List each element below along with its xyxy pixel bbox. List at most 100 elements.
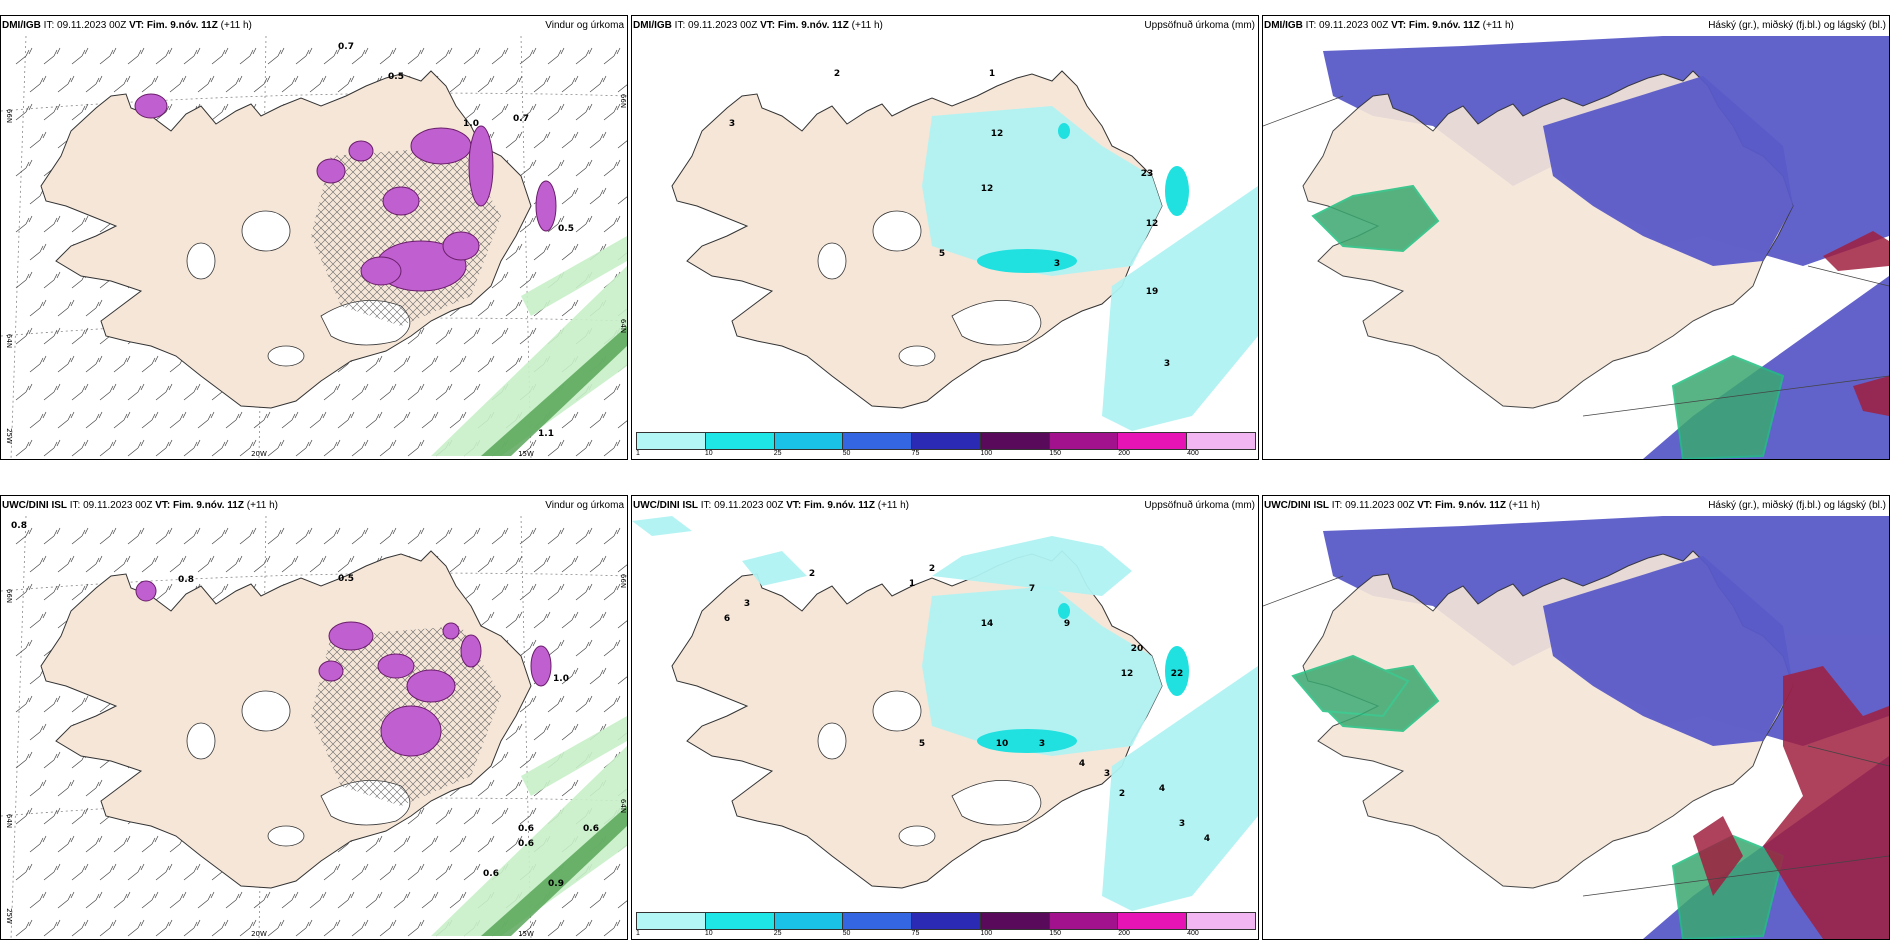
legend-tick: 1 [636,930,640,937]
valid-time: Fim. 9.nóv. 11Z [1408,20,1480,31]
value-label: 66N [619,94,627,108]
precip-area [922,106,1258,431]
value-label: 4 [1204,834,1210,844]
value-label: 0.8 [178,575,194,585]
mid-cloud-over-land [1543,556,1793,746]
legend-swatch [705,913,775,929]
legend-tick: 200 [1118,450,1130,457]
legend-swatch [912,433,981,449]
high-cloud [1291,654,1785,939]
valid-time: Fim. 9.nóv. 11Z [1435,500,1506,511]
value-label: 19 [1146,287,1159,297]
legend-tick: 75 [911,450,920,457]
legend-tick: 100 [980,450,993,457]
legend-swatch [843,913,913,929]
value-label: 64N [619,319,627,333]
legend-tick: 400 [1187,450,1199,457]
value-label: 15W [518,450,534,458]
value-label: 12 [1121,669,1134,679]
legend-tick: 1 [636,450,640,457]
legend-tick: 150 [1049,450,1062,457]
value-label: 2 [809,569,815,579]
legend-swatch [1187,913,1256,929]
legend-swatch [1049,433,1119,449]
legend-tick: 75 [911,930,920,937]
legend-tick: 25 [773,450,782,457]
panel-title: Vindur og úrkoma [545,500,624,511]
panel-title: Uppsöfnuð úrkoma (mm) [1144,20,1255,31]
value-label: 15W [518,930,534,938]
valid-time: Fim. 9.nóv. 11Z [146,20,218,31]
value-label: 0.6 [518,839,534,849]
value-label: 25W [5,908,13,924]
value-label: 1 [909,579,915,589]
panel-dmi-precip: DMI/IGB IT: 09.11.2023 00Z VT: Fim. 9.nó… [631,15,1259,460]
value-label: 25W [5,428,13,444]
panel-header: UWC/DINI ISL IT: 09.11.2023 00Z VT: Fim.… [1263,496,1889,516]
legend-swatch [912,913,981,929]
precip-core [977,123,1189,273]
graticule [1263,95,1889,417]
value-label: 0.6 [483,869,499,879]
value-label: 3 [1164,359,1170,369]
model-name: DMI/IGB [633,20,672,31]
legend-swatch [1049,913,1119,929]
legend-tick: 200 [1118,930,1130,937]
value-label: 66N [5,109,13,123]
value-label: 9 [1064,619,1070,629]
precip-legend-ticks: 1 10 25 50 75 100 150 200 400 [636,450,1256,459]
legend-swatch [774,913,844,929]
value-label: 3 [744,599,750,609]
panel-title: Háský (gr.), miðský (fj.bl.) og lágský (… [1708,20,1886,31]
precip-core [977,603,1189,753]
value-label: 1.0 [463,119,479,129]
valid-time: Fim. 9.nóv. 11Z [777,20,849,31]
value-label: 12 [991,129,1004,139]
lead-time: (+11 h) [220,20,252,31]
value-label: 3 [1179,819,1185,829]
value-label: 6 [724,614,730,624]
graticule [1263,575,1889,897]
panel-dini-cloud: UWC/DINI ISL IT: 09.11.2023 00Z VT: Fim.… [1262,495,1890,940]
value-label: 4 [1079,759,1085,769]
precip-cells [134,93,557,292]
legend-swatch [980,913,1050,929]
value-label: 14 [981,619,994,629]
legend-swatch [705,433,775,449]
map-canvas: 2 1 3 12 12 23 5 12 19 3 3 [671,69,1258,431]
legend-swatch [1118,433,1188,449]
value-label: 0.5 [558,224,574,234]
value-label: 1.1 [538,429,554,439]
value-label: 2 [834,69,840,79]
high-cloud [1311,184,1785,459]
map-canvas [1263,516,1889,939]
valid-time: Fim. 9.nóv. 11Z [173,500,244,511]
value-label: 5 [939,249,945,259]
mid-cloud-over-land [1543,76,1793,266]
init-time: 09.11.2023 00Z [57,20,127,31]
legend-tick: 400 [1187,930,1199,937]
init-time: 09.11.2023 00Z [83,500,153,511]
value-label: 1 [989,69,995,79]
value-label: 2 [1119,789,1125,799]
value-label: 20 [1131,644,1144,654]
precip-area [632,516,1258,911]
value-label: 66N [5,589,13,603]
lead-time: (+11 h) [877,500,909,511]
low-cloud [1823,231,1889,416]
value-label: 5 [919,739,925,749]
value-label: 12 [981,184,994,194]
value-label: 1.0 [553,674,569,684]
value-label: 4 [1159,784,1165,794]
precip-legend [636,432,1256,450]
value-label: 12 [1146,219,1159,229]
value-label: 0.6 [518,824,534,834]
panel-title: Vindur og úrkoma [545,20,624,31]
value-label: 0.8 [11,521,27,531]
value-label: 0.7 [338,42,354,52]
value-label: 0.5 [388,72,404,82]
legend-tick: 50 [842,450,851,457]
value-label: 0.5 [338,574,354,584]
panel-header: DMI/IGB IT: 09.11.2023 00Z VT: Fim. 9.nó… [632,16,1258,36]
panel-header: UWC/DINI ISL IT: 09.11.2023 00Z VT: Fim.… [632,496,1258,516]
